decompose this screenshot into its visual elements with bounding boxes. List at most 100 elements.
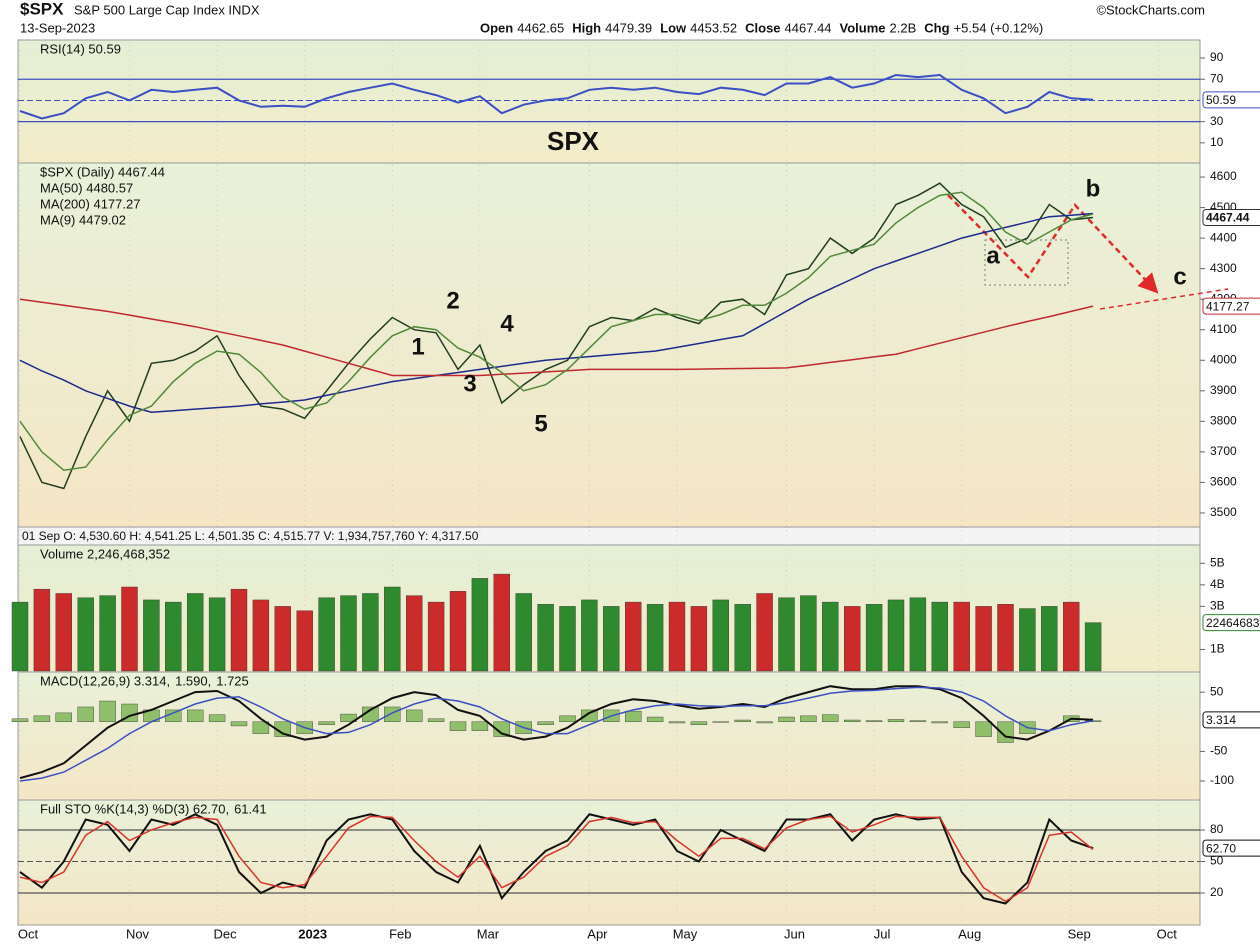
bar	[186, 593, 204, 672]
x-tick-label: Jun	[784, 926, 805, 941]
legend-entry: MA(50) 4480.57	[40, 180, 133, 195]
bar	[449, 721, 467, 731]
x-tick-label: 2023	[298, 926, 327, 941]
bar	[296, 610, 313, 672]
x-tick-label: Apr	[587, 926, 608, 941]
last-value-label: 4467.44	[1206, 211, 1250, 225]
bar	[953, 601, 970, 672]
bar	[734, 604, 751, 672]
bar	[1019, 608, 1036, 672]
bar	[427, 718, 445, 722]
bar	[427, 601, 445, 672]
bar	[1062, 601, 1080, 672]
bar	[77, 706, 94, 722]
quote-value: 4467.44	[785, 20, 832, 35]
bar	[865, 720, 883, 722]
annotation: 5	[534, 410, 547, 437]
annotation: 3	[463, 370, 476, 397]
bar	[384, 706, 401, 722]
bar	[975, 721, 992, 737]
last-value-label: 3.314	[1206, 713, 1236, 727]
bar	[909, 597, 927, 672]
legend-entry: MA(200) 4177.27	[40, 196, 140, 211]
y-tick-label: 4300	[1210, 261, 1237, 275]
bar	[11, 601, 29, 672]
bar	[406, 595, 423, 672]
bar	[55, 712, 72, 722]
legend-entry: 1.590,	[175, 673, 211, 688]
y-tick-label: 20	[1210, 885, 1224, 899]
quote-label: Chg	[924, 20, 949, 35]
bar	[99, 700, 116, 722]
x-tick-label: May	[673, 926, 698, 941]
last-value-label: 62.70	[1206, 841, 1236, 855]
x-tick-label: Feb	[389, 926, 411, 941]
bar	[668, 601, 686, 672]
bar	[844, 719, 861, 722]
y-tick-label: 1B	[1210, 642, 1225, 656]
series-line	[19, 813, 1094, 905]
series-line	[19, 298, 1094, 377]
annotation: a	[986, 242, 1000, 269]
last-value-box	[1202, 91, 1260, 109]
y-tick-label: -50	[1210, 744, 1228, 758]
bar	[931, 721, 948, 724]
y-tick-label: 90	[1210, 50, 1224, 64]
quote-value: 2.2B	[890, 20, 917, 35]
tooltip: 01 Sep O: 4,530.60 H: 4,541.25 L: 4,501.…	[22, 529, 479, 543]
y-tick-label: 70	[1210, 71, 1224, 85]
bar	[931, 601, 948, 672]
quote-value: 4479.39	[605, 20, 652, 35]
legend-entry: Volume 2,246,468,352	[40, 546, 170, 561]
y-tick-label: 3800	[1210, 414, 1237, 428]
y-tick-label: 3700	[1210, 444, 1237, 458]
series-line	[19, 191, 1094, 471]
bar	[581, 709, 598, 722]
bar	[668, 721, 686, 724]
bar	[165, 601, 182, 672]
price-panel	[17, 162, 1201, 528]
bar	[515, 593, 532, 672]
ma-projection	[1099, 288, 1229, 310]
bar	[778, 716, 795, 722]
rsi-panel	[17, 39, 1201, 164]
legend-entry: 61.41	[234, 801, 267, 816]
quote-label: Low	[660, 20, 687, 35]
bar	[449, 591, 467, 672]
bar	[822, 714, 839, 722]
source: ©StockCharts.com	[1096, 2, 1205, 17]
bar	[734, 719, 751, 722]
x-tick-label: Aug	[958, 926, 981, 941]
bar	[186, 709, 204, 722]
y-tick-label: 3600	[1210, 475, 1237, 489]
annotation: c	[1173, 263, 1186, 290]
bar	[384, 586, 401, 672]
x-tick-label: Dec	[214, 926, 238, 941]
y-tick-label: 4100	[1210, 322, 1237, 336]
bar	[208, 597, 226, 672]
last-value-box	[1202, 297, 1260, 315]
bar	[99, 595, 116, 672]
bar	[55, 593, 72, 672]
last-value-label: 4177.27	[1206, 299, 1250, 313]
panels	[17, 39, 1201, 926]
bar	[340, 713, 357, 722]
bar	[121, 586, 138, 672]
bar	[362, 593, 379, 672]
bar	[143, 599, 160, 672]
bar	[690, 606, 708, 672]
date: 13-Sep-2023	[20, 20, 95, 35]
bar	[887, 719, 905, 722]
bar	[800, 715, 817, 722]
y-tick-label: 30	[1210, 114, 1224, 128]
index-name: S&P 500 Large Cap Index INDX	[74, 2, 260, 17]
quote-value: 4453.52	[690, 20, 737, 35]
bar	[537, 721, 554, 725]
bar	[778, 597, 795, 672]
bar	[77, 597, 94, 672]
quote-value: 4462.65	[517, 20, 564, 35]
legend-entry: 1.725	[216, 673, 249, 688]
series-line	[19, 73, 1094, 120]
last-value-box	[1202, 209, 1260, 227]
